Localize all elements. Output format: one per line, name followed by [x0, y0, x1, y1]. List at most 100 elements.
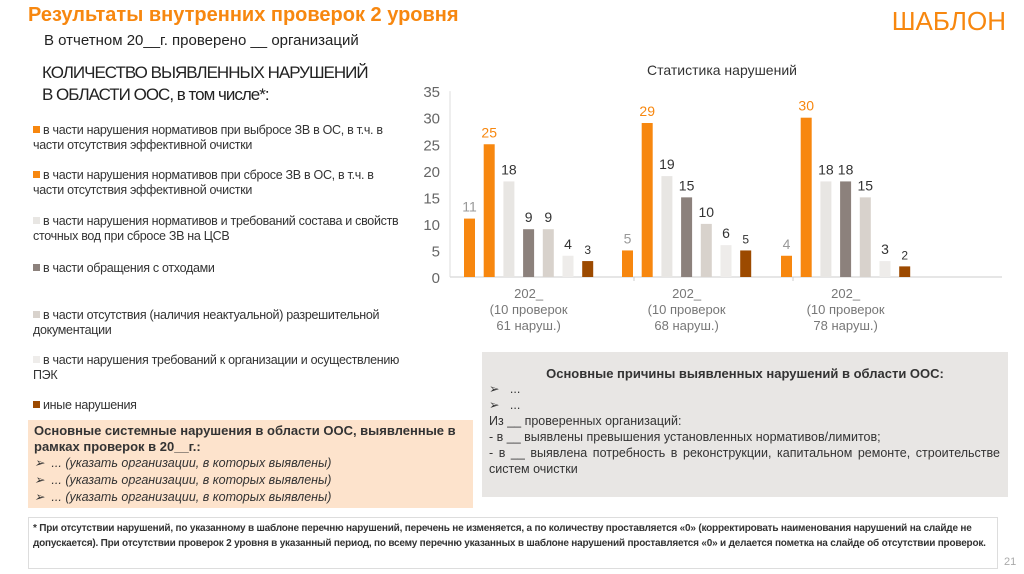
list-item: ➢ ... (указать организации, в которых вы…: [34, 473, 332, 487]
data-label: 18: [838, 161, 854, 177]
list-item: ➢ ... (указать организации, в которых вы…: [34, 490, 332, 504]
list-item: ➢ ...: [489, 398, 521, 412]
bar: [800, 117, 812, 277]
y-tick-label: 35: [423, 84, 440, 101]
data-label: 18: [818, 161, 834, 177]
y-tick-label: 15: [423, 190, 440, 207]
data-label: 29: [639, 103, 655, 119]
legend-item: иные нарушения: [33, 398, 405, 413]
legend-swatch: [33, 264, 40, 271]
bar: [859, 197, 871, 277]
list-item-text: ...: [509, 398, 521, 412]
legend-item: в части обращения с отходами: [33, 261, 405, 276]
data-label: 9: [544, 209, 552, 225]
legend-label: в части нарушения нормативов при выбросе…: [33, 123, 383, 152]
legend-item: в части нарушения требований к организац…: [33, 353, 405, 383]
bar: [464, 218, 475, 277]
causes-line: - в __ выявлены превышения установленных…: [489, 430, 881, 444]
data-label: 19: [659, 156, 675, 172]
legend-item: в части нарушения нормативов и требовани…: [33, 214, 405, 244]
y-tick-label: 0: [432, 270, 440, 287]
chart-title: Статистика нарушений: [647, 62, 797, 78]
systemic-violations-box: Основные системные нарушения в области О…: [28, 420, 473, 508]
list-item: ➢ ... (указать организации, в которых вы…: [34, 456, 332, 470]
legend-label: в части нарушения нормативов при сбросе …: [33, 168, 374, 197]
bar: [641, 123, 653, 277]
legend-item: в части нарушения нормативов при выбросе…: [33, 123, 405, 153]
x-category-label: 202_: [672, 286, 702, 301]
legend-label: иные нарушения: [43, 398, 137, 412]
x-category-label: 78 наруш.): [813, 318, 877, 333]
x-category-label: (10 проверок: [648, 302, 726, 317]
bar: [740, 250, 752, 277]
legend-item: в части нарушения нормативов при сбросе …: [33, 168, 405, 198]
data-label: 6: [722, 225, 730, 241]
causes-line: Из __ проверенных организаций:: [489, 414, 682, 428]
bar: [542, 229, 554, 277]
bar: [483, 144, 495, 277]
y-tick-label: 5: [432, 243, 440, 260]
bar: [879, 261, 891, 277]
legend-label: в части обращения с отходами: [43, 261, 215, 275]
heading-line: В ОБЛАСТИ ООС, в том числе*:: [42, 85, 270, 104]
data-label: 4: [564, 236, 572, 252]
list-item-text: ... (указать организации, в которых выяв…: [51, 473, 332, 487]
bar: [562, 255, 574, 277]
bar: [720, 245, 732, 277]
list-item-text: ... (указать организации, в которых выяв…: [51, 456, 332, 470]
bar: [681, 197, 693, 277]
bar: [781, 255, 792, 277]
list-item-text: ...: [509, 382, 521, 396]
data-label: 10: [699, 204, 715, 220]
data-label: 3: [584, 243, 591, 257]
x-category-label: 202_: [514, 286, 544, 301]
legend-swatch: [33, 401, 40, 408]
legend-item: в части отсутствия (наличия неактуальной…: [33, 308, 405, 338]
x-category-label: 61 наруш.): [496, 318, 560, 333]
template-label: ШАБЛОН: [891, 6, 1006, 36]
violations-chart: Статистика нарушений05101520253035112518…: [423, 62, 1002, 333]
bar: [503, 181, 515, 277]
violations-heading: КОЛИЧЕСТВО ВЫЯВЛЕННЫХ НАРУШЕНИЙ В ОБЛАСТ…: [42, 62, 369, 106]
legend-swatch: [33, 126, 40, 133]
bar: [899, 266, 911, 277]
bar: [700, 223, 712, 277]
y-tick-label: 10: [423, 217, 440, 234]
bar: [661, 176, 673, 277]
legend-swatch: [33, 171, 40, 178]
bar: [840, 181, 852, 277]
bar: [523, 229, 535, 277]
data-label: 5: [624, 230, 632, 246]
bar: [622, 250, 633, 277]
data-label: 30: [798, 98, 814, 114]
footnote: * При отсутствии нарушений, по указанном…: [28, 517, 998, 569]
page-number: 21: [1004, 556, 1017, 568]
subtitle: В отчетном 20__г. проверено __ организац…: [44, 32, 359, 49]
data-label: 2: [901, 248, 908, 262]
data-label: 4: [783, 236, 791, 252]
legend-swatch: [33, 217, 40, 224]
data-label: 15: [858, 177, 874, 193]
data-label: 5: [742, 232, 749, 246]
legend-label: в части нарушения требований к организац…: [33, 353, 400, 382]
bar: [820, 181, 832, 277]
legend-swatch: [33, 356, 40, 363]
list-item: ➢ ...: [489, 382, 521, 396]
y-tick-label: 30: [423, 111, 440, 128]
y-tick-label: 25: [423, 137, 440, 154]
data-label: 18: [501, 161, 517, 177]
slide-title: Результаты внутренних проверок 2 уровня: [28, 4, 459, 26]
data-label: 15: [679, 177, 695, 193]
causes-line: - в __ выявлена потребность в реконструк…: [489, 446, 1000, 476]
systemic-title: Основные системные нарушения в области О…: [34, 423, 456, 454]
data-label: 9: [525, 209, 533, 225]
legend-swatch: [33, 311, 40, 318]
x-category-label: (10 проверок: [490, 302, 568, 317]
data-label: 3: [881, 241, 889, 257]
x-category-label: 202_: [831, 286, 861, 301]
data-label: 11: [462, 199, 477, 215]
causes-title: Основные причины выявленных нарушений в …: [546, 366, 944, 381]
legend-label: в части отсутствия (наличия неактуальной…: [33, 308, 380, 337]
heading-line: КОЛИЧЕСТВО ВЫЯВЛЕННЫХ НАРУШЕНИЙ: [42, 63, 369, 82]
x-category-label: (10 проверок: [807, 302, 885, 317]
